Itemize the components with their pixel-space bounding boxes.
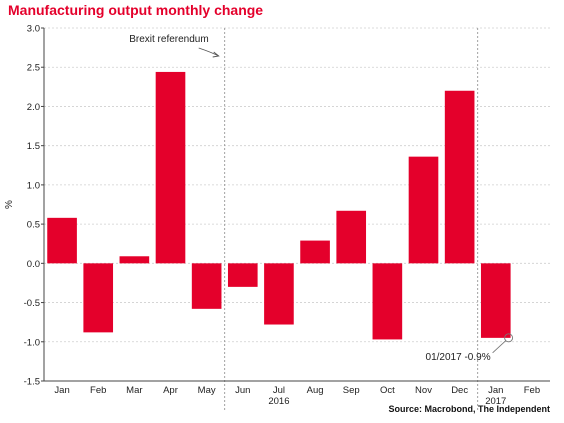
x-tick-label: Jan	[54, 385, 69, 396]
y-tick-label: 1.0	[27, 180, 40, 191]
x-tick-label: Jan	[488, 385, 503, 396]
annotations: Brexit referendum 01/2017 -0.9%	[129, 34, 514, 363]
axis-labels: 3.0 2.5 2.0 1.5 1.0 0.5 0.0 -0.5 -1.0 -1.5% Jan Feb…	[4, 24, 540, 408]
year-label: 2017	[485, 396, 506, 407]
x-tick-label: Oct	[380, 385, 395, 396]
y-tick-label: 2.0	[27, 102, 40, 113]
bar	[264, 263, 294, 325]
annotation-brexit: Brexit referendum	[129, 34, 208, 45]
y-tick-label: -0.5	[24, 298, 40, 309]
y-tick-label: 2.5	[27, 63, 40, 74]
x-tick-label: Dec	[451, 385, 468, 396]
bar	[119, 256, 150, 264]
y-tick-label: 1.5	[27, 141, 40, 152]
y-axis-label: %	[4, 200, 15, 209]
bar	[191, 263, 222, 309]
x-tick-label: Feb	[90, 385, 106, 396]
x-tick-label: Apr	[163, 385, 178, 396]
x-tick-label: Jun	[235, 385, 250, 396]
bar	[227, 263, 258, 287]
x-tick-label: Nov	[415, 385, 432, 396]
annotation-callout: 01/2017 -0.9%	[426, 352, 491, 363]
y-tick-label: 0.0	[27, 259, 40, 270]
x-tick-label: Aug	[307, 385, 324, 396]
x-tick-label: Jul	[273, 385, 285, 396]
annotation-brexit-arrowhead	[212, 51, 220, 58]
annotation-brexit-arrow	[198, 47, 219, 57]
year-label: 2016	[268, 396, 289, 407]
bar	[336, 210, 367, 264]
bar	[155, 71, 186, 264]
y-tick-label: 3.0	[27, 24, 40, 35]
annotation-callout-line	[492, 340, 506, 354]
x-tick-label: Feb	[524, 385, 540, 396]
bar	[47, 217, 77, 264]
source-note: Source: Macrobond, The Independent	[388, 404, 550, 414]
bar	[372, 263, 403, 340]
bar	[444, 90, 475, 264]
y-tick-label: -1.0	[24, 337, 40, 348]
bar	[480, 263, 511, 338]
y-tick-label: -1.5	[24, 377, 40, 388]
chart-title: Manufacturing output monthly change	[8, 2, 264, 18]
bar	[300, 240, 330, 264]
bar	[408, 156, 439, 264]
y-tick-label: 0.5	[27, 220, 40, 231]
x-tick-label: May	[198, 385, 216, 396]
bars	[47, 71, 511, 340]
x-tick-label: Mar	[126, 385, 142, 396]
annotation-callout-circle	[504, 333, 514, 343]
x-tick-label: Sep	[343, 385, 360, 396]
axes	[41, 27, 550, 382]
bar	[83, 263, 114, 333]
